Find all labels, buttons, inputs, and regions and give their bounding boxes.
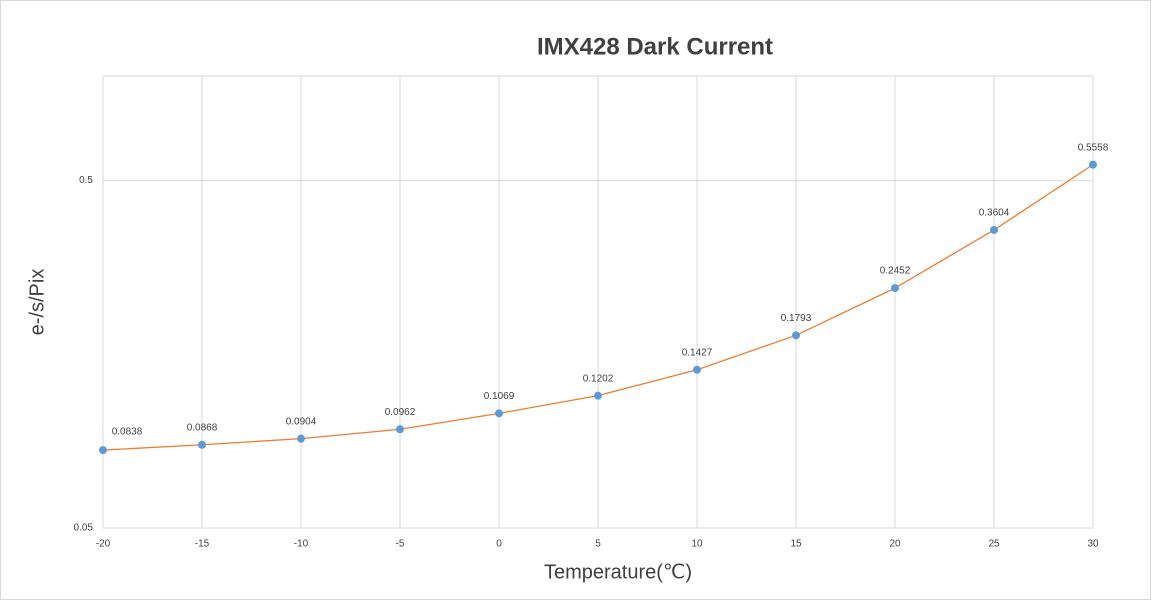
- x-tick-label: 5: [595, 539, 601, 550]
- x-tick-label: -5: [396, 539, 405, 550]
- x-tick-label: 20: [889, 539, 901, 550]
- y-tick-label: 0.05: [74, 523, 94, 534]
- plot-border: [102, 75, 1094, 529]
- data-label: 0.3604: [979, 208, 1010, 219]
- x-tick-label: 30: [1087, 539, 1099, 550]
- data-label: 0.2452: [880, 266, 911, 277]
- chart-title: IMX428 Dark Current: [537, 33, 773, 60]
- data-label: 0.5558: [1078, 142, 1109, 153]
- data-point: [594, 391, 602, 400]
- data-point: [297, 434, 305, 443]
- data-label: 0.0904: [286, 416, 317, 427]
- data-point: [792, 331, 800, 340]
- data-point: [990, 225, 998, 234]
- x-tick-label: 25: [988, 539, 1000, 550]
- data-point: [396, 425, 404, 434]
- data-point: [693, 365, 701, 374]
- data-point: [1089, 160, 1097, 169]
- data-point: [198, 440, 206, 449]
- x-tick-label: -10: [294, 539, 309, 550]
- data-label: 0.1202: [583, 373, 614, 384]
- x-tick-label: -15: [195, 539, 210, 550]
- x-tick-label: 0: [496, 539, 502, 550]
- data-point: [99, 446, 107, 455]
- y-axis-label: e-/s/Pix: [26, 269, 48, 336]
- data-label: 0.0962: [385, 407, 416, 418]
- data-point: [495, 409, 503, 418]
- data-label: 0.1793: [781, 313, 812, 324]
- data-label: 0.0868: [187, 422, 218, 433]
- x-tick-label: 10: [691, 539, 703, 550]
- x-tick-label: 15: [790, 539, 802, 550]
- data-point: [891, 284, 899, 293]
- data-label: 0.0838: [112, 427, 143, 438]
- data-label: 0.1069: [484, 391, 515, 402]
- x-axis-label: Temperature(℃): [544, 561, 692, 583]
- x-tick-label: -20: [96, 539, 111, 550]
- data-label: 0.1427: [682, 347, 713, 358]
- y-tick-label: 0.5: [79, 175, 93, 186]
